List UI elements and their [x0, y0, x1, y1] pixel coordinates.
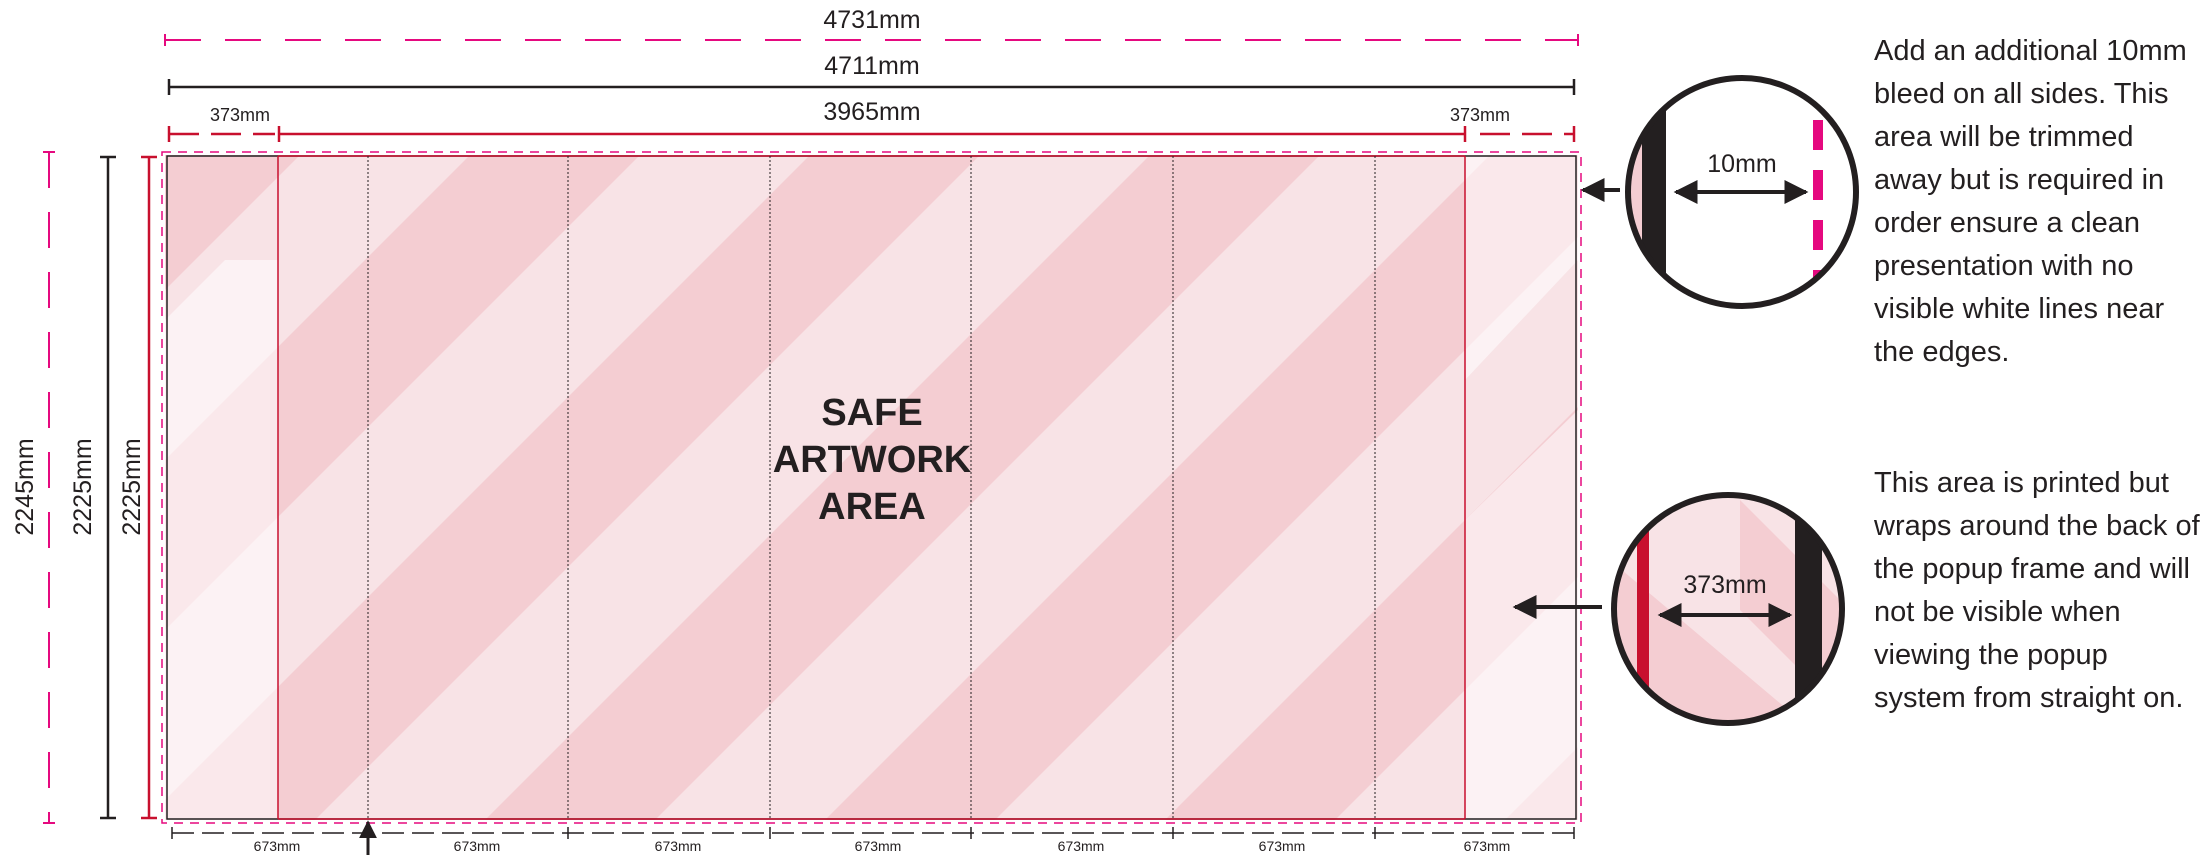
bleed-callout: 10mm — [1580, 75, 1859, 309]
panel-width-label-2: 673mm — [454, 838, 501, 854]
wrap-white-right-upper — [1465, 155, 1578, 380]
safe-height-label: 2225mm — [118, 438, 146, 535]
panel-width-label-4: 673mm — [855, 838, 902, 854]
bleed-callout-label: 10mm — [1707, 150, 1776, 178]
panel-width-label-3: 673mm — [655, 838, 702, 854]
panel-width-label-1: 673mm — [254, 838, 301, 854]
wrap-zoom-circle — [1611, 492, 1845, 726]
safe-area-label-line-3: AREA — [818, 486, 926, 528]
stripe-band-0 — [165, 155, 300, 290]
wrap-white-left-lower — [165, 260, 278, 820]
stripe-band-2 — [165, 155, 980, 820]
bleed-note-text: Add an additional 10mm bleed on all side… — [1874, 35, 2187, 368]
panel-separators — [367, 156, 1376, 819]
stripe-band-5 — [1165, 407, 1578, 820]
panel-width-label-6: 673mm — [1259, 838, 1306, 854]
wrap-note-text: This area is printed but wraps around th… — [1874, 467, 2200, 714]
wrap-left-label: 373mm — [210, 105, 270, 125]
total-width-label: 4711mm — [824, 52, 919, 80]
stripe-band-1 — [165, 155, 640, 630]
safe-area-label-line-2: ARTWORK — [773, 439, 972, 481]
safe-area-label-line-1: SAFE — [821, 392, 922, 434]
panel-width-label-7: 673mm — [1464, 838, 1511, 854]
wrap-callout-label: 373mm — [1683, 571, 1766, 599]
total-height-label: 2225mm — [69, 438, 97, 535]
bleed-outline — [161, 151, 1582, 824]
stripe-band-3 — [485, 155, 1320, 820]
panel-dimensions — [171, 827, 1575, 839]
bleed-width-label: 4731mm — [823, 6, 920, 34]
visible-width-label: 3965mm — [823, 98, 920, 126]
panel-width-label-5: 673mm — [1058, 838, 1105, 854]
stripe-band-4 — [825, 155, 1578, 820]
bleed-height-label: 2245mm — [11, 438, 39, 535]
bleed-zoom-circle — [1625, 75, 1859, 309]
wrap-right-label: 373mm — [1450, 105, 1510, 125]
diagonal-stripes — [165, 155, 1578, 820]
